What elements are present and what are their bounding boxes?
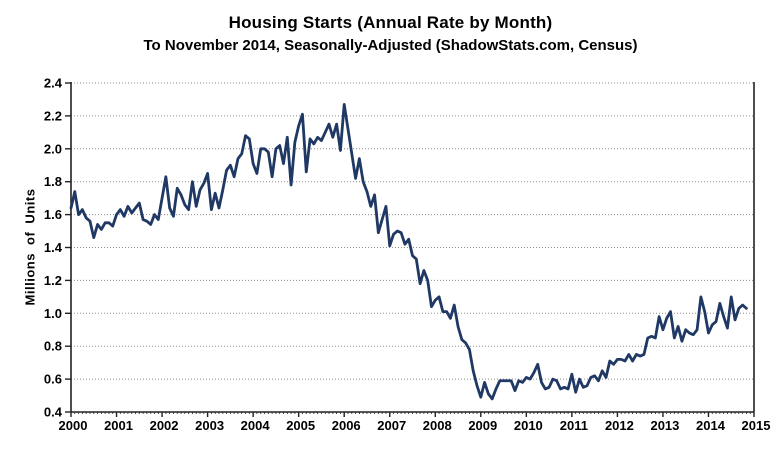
x-axis-tick-label: 2009	[468, 418, 497, 433]
x-axis-tick-label: 2008	[423, 418, 452, 433]
x-axis-tick-label: 2006	[332, 418, 361, 433]
y-axis-tick-label: 1.4	[44, 240, 63, 255]
x-axis-tick-label: 2004	[241, 418, 271, 433]
housing-starts-line	[69, 102, 748, 401]
x-axis-tick-label: 2010	[514, 418, 543, 433]
y-axis-tick-label: 1.8	[44, 174, 62, 189]
y-axis-tick-label: 1.0	[44, 306, 62, 321]
chart-subtitle: To November 2014, Seasonally-Adjusted (S…	[143, 37, 638, 54]
y-axis-tick-label: 0.4	[44, 405, 63, 420]
x-axis-tick-label: 2014	[696, 418, 726, 433]
y-axis-tick-label: 0.6	[44, 372, 62, 387]
y-axis-tick-label: 1.2	[44, 273, 62, 288]
x-axis-tick-label: 2007	[377, 418, 406, 433]
x-axis-tick-label: 2015	[742, 418, 771, 433]
x-axis-tick-label: 2003	[195, 418, 224, 433]
y-axis-tick-label: 2.2	[44, 108, 62, 123]
y-axis-tick-label: 2.0	[44, 141, 62, 156]
x-axis-tick-label: 2000	[59, 418, 88, 433]
y-axis-tick-label: 2.4	[44, 76, 63, 91]
chart-title: Housing Starts (Annual Rate by Month)	[228, 13, 553, 32]
x-axis-tick-label: 2002	[150, 418, 179, 433]
x-axis-tick-label: 2005	[286, 418, 315, 433]
x-axis-tick-label: 2001	[104, 418, 133, 433]
x-axis-tick-label: 2011	[560, 418, 588, 433]
x-axis-tick-label: 2013	[650, 418, 679, 433]
y-axis-tick-label: 1.6	[44, 207, 62, 222]
x-axis-tick-label: 2012	[605, 418, 634, 433]
y-axis-tick-label: 0.8	[44, 339, 62, 354]
